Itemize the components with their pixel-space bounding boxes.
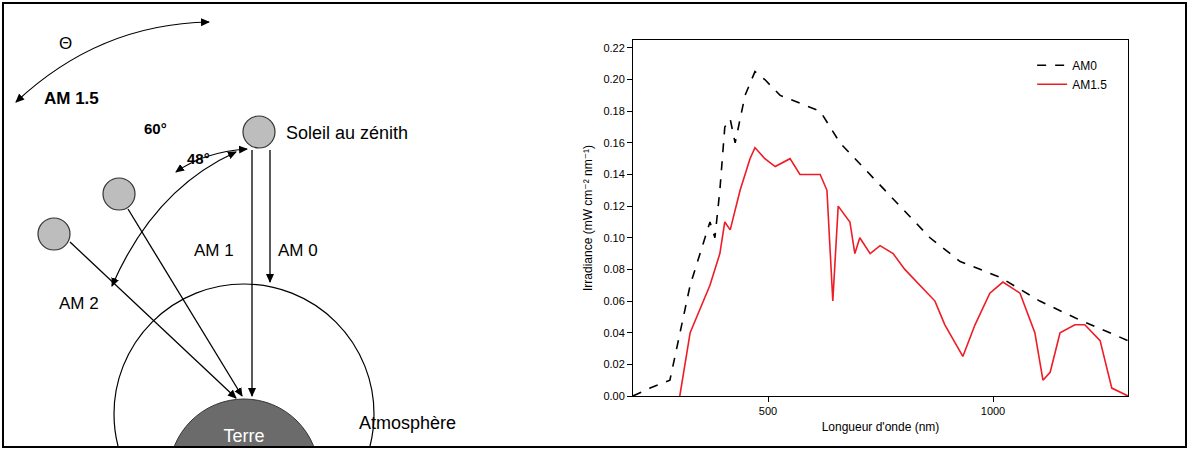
svg-text:0.04: 0.04: [603, 327, 624, 339]
svg-text:AM 1: AM 1: [194, 241, 234, 260]
svg-text:Θ: Θ: [59, 34, 72, 53]
svg-text:0.12: 0.12: [603, 200, 624, 212]
svg-text:0.20: 0.20: [603, 73, 624, 85]
svg-text:Atmosphère: Atmosphère: [359, 413, 456, 433]
svg-text:Irradiance (mW cm⁻² nm⁻¹): Irradiance (mW cm⁻² nm⁻¹): [581, 145, 595, 291]
svg-text:0.18: 0.18: [603, 105, 624, 117]
svg-text:0.16: 0.16: [603, 137, 624, 149]
svg-text:AM1.5: AM1.5: [1072, 78, 1107, 92]
svg-text:Terre: Terre: [223, 426, 264, 446]
svg-text:0.02: 0.02: [603, 358, 624, 370]
svg-text:Longueur d'onde (nm): Longueur d'onde (nm): [822, 420, 940, 434]
svg-text:0.10: 0.10: [603, 232, 624, 244]
svg-text:0.08: 0.08: [603, 263, 624, 275]
svg-text:Soleil au zénith: Soleil au zénith: [286, 123, 408, 143]
svg-text:AM0: AM0: [1072, 59, 1097, 73]
svg-text:1000: 1000: [981, 405, 1005, 417]
svg-text:60°: 60°: [144, 120, 167, 137]
svg-text:48°: 48°: [187, 150, 210, 167]
svg-text:AM 0: AM 0: [278, 241, 318, 260]
svg-text:AM 2: AM 2: [59, 294, 99, 313]
svg-text:0.22: 0.22: [603, 42, 624, 54]
svg-text:0.00: 0.00: [603, 390, 624, 402]
svg-text:AM 1.5: AM 1.5: [44, 89, 99, 108]
svg-text:0.06: 0.06: [603, 295, 624, 307]
svg-text:500: 500: [759, 405, 777, 417]
svg-text:0.14: 0.14: [603, 168, 624, 180]
